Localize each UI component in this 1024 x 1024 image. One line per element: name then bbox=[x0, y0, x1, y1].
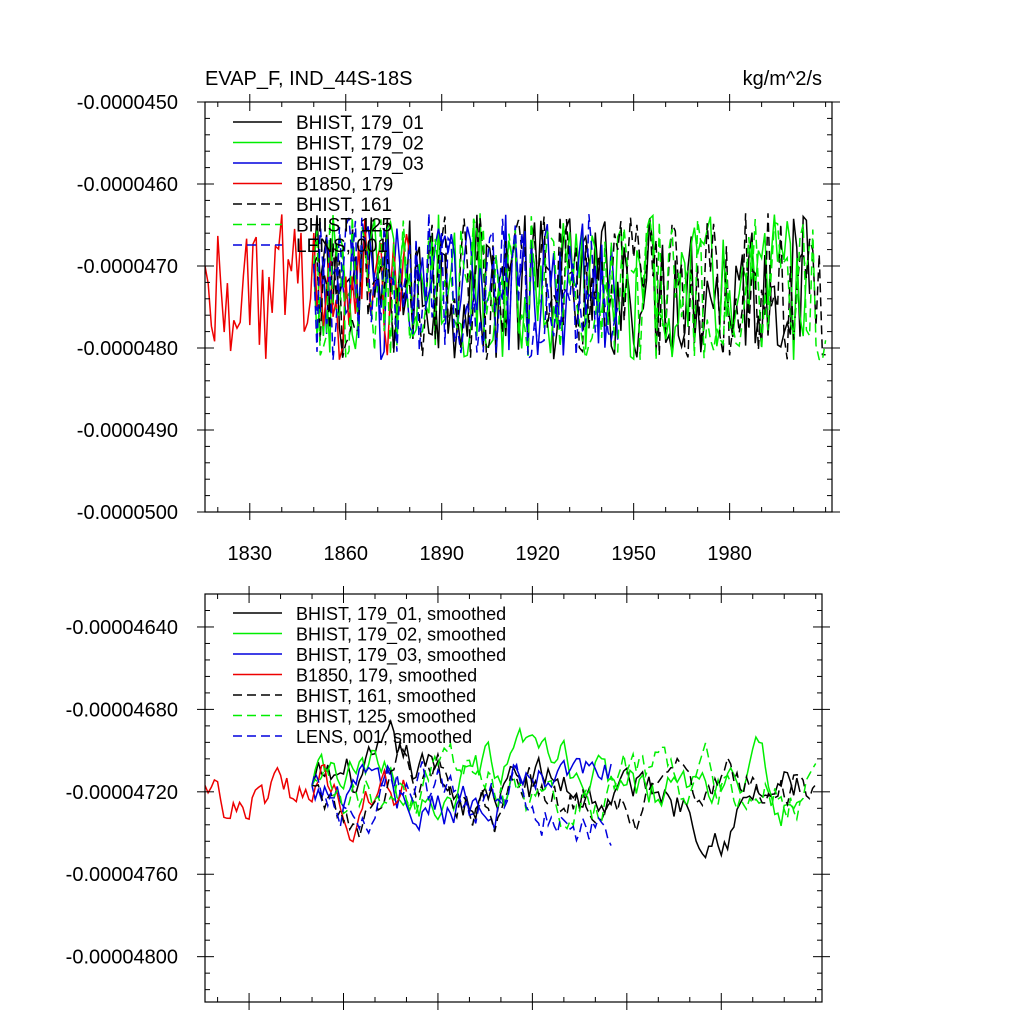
plot-frame bbox=[204, 593, 823, 1003]
series-line-2 bbox=[311, 726, 801, 827]
legend-label: BHIST, 179_03, smoothed bbox=[296, 645, 506, 666]
series-line-5 bbox=[311, 739, 817, 841]
legend-label: B1850, 179, smoothed bbox=[296, 666, 477, 686]
y-tick-label: -0.00004680 bbox=[66, 699, 178, 721]
y-tick-label: -0.00004800 bbox=[66, 947, 178, 969]
y-tick-label: -0.0000470 bbox=[77, 256, 178, 278]
series-line-4 bbox=[205, 214, 411, 360]
x-tick-label: 1980 bbox=[707, 543, 752, 565]
top-panel-axes: 1830 1860 1890 1920 1950 1980 -0.0000450 -0.000… bbox=[77, 92, 840, 565]
series-line-3 bbox=[311, 757, 612, 833]
x-tick-label: 1830 bbox=[228, 543, 273, 565]
x-tick-label: 1950 bbox=[611, 543, 656, 565]
legend-label: LENS, 001 bbox=[296, 236, 388, 257]
legend-label: BHIST, 125 bbox=[296, 216, 392, 237]
legend-label: BHIST, 161, smoothed bbox=[296, 686, 476, 706]
legend-label: BHIST, 179_01 bbox=[296, 113, 424, 134]
series-line-6 bbox=[311, 740, 817, 831]
legend-label: LENS, 001, smoothed bbox=[296, 727, 472, 747]
plot-area bbox=[205, 213, 827, 362]
y-tick-label: -0.0000480 bbox=[77, 338, 178, 360]
y-tick-label: -0.00004640 bbox=[66, 617, 178, 639]
plot-area bbox=[205, 718, 817, 860]
legend-label: BHIST, 125, smoothed bbox=[296, 707, 476, 727]
legend-label: BHIST, 179_02, smoothed bbox=[296, 625, 506, 646]
y-tick-label: -0.00004760 bbox=[66, 864, 178, 886]
y-tick-label: -0.0000500 bbox=[77, 502, 178, 524]
series-line-2 bbox=[313, 213, 811, 361]
series-line-4 bbox=[205, 763, 408, 843]
series-line-1 bbox=[311, 718, 801, 860]
series-line-5 bbox=[313, 213, 826, 360]
legend-label: BHIST, 161 bbox=[296, 195, 392, 216]
legend-label: BHIST, 179_01, smoothed bbox=[296, 604, 506, 625]
x-tick-label: 1890 bbox=[419, 543, 464, 565]
top-panel-title-left: EVAP_F, IND_44S-18S bbox=[205, 68, 413, 90]
legend-label: B1850, 179 bbox=[296, 175, 393, 196]
bottom-panel: -0.00004640 -0.00004680 -0.00004720 -0.0000… bbox=[66, 586, 830, 1010]
top-panel-title-right: kg/m^2/s bbox=[743, 68, 822, 90]
series-line-7 bbox=[313, 213, 619, 361]
series-line-7 bbox=[311, 761, 612, 846]
top-panel: EVAP_F, IND_44S-18S kg/m^2/s 1830 1860 189… bbox=[77, 68, 840, 565]
x-tick-label: 1920 bbox=[515, 543, 560, 565]
y-tick-label: -0.0000490 bbox=[77, 420, 178, 442]
bottom-panel-axes: -0.00004640 -0.00004680 -0.00004720 -0.0000… bbox=[66, 586, 830, 1010]
legend-label: BHIST, 179_03 bbox=[296, 154, 424, 175]
bottom-panel-series bbox=[205, 718, 817, 860]
y-tick-label: -0.00004720 bbox=[66, 782, 178, 804]
plot-frame bbox=[204, 101, 833, 513]
y-tick-label: -0.0000460 bbox=[77, 174, 178, 196]
x-tick-label: 1860 bbox=[324, 543, 369, 565]
top-panel-series bbox=[205, 213, 827, 362]
legend-label: BHIST, 179_02 bbox=[296, 134, 424, 155]
y-tick-label: -0.0000450 bbox=[77, 92, 178, 114]
